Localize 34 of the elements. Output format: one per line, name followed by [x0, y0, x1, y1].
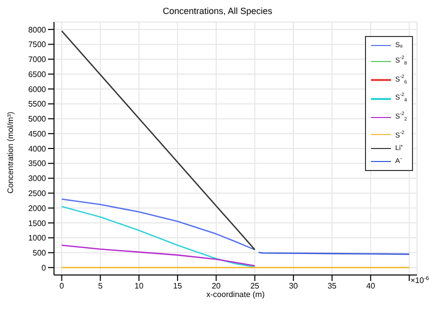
x-tick-label: 40: [366, 282, 376, 291]
x-tick-label: 25: [250, 282, 260, 291]
x-tick-label: 20: [212, 282, 222, 291]
text: ×10$^{-6}$: [410, 276, 429, 285]
x-tick-label: 30: [288, 282, 298, 291]
y-tick-label: 3000: [28, 174, 47, 184]
y-tick-label: 6500: [28, 70, 47, 79]
y-tick-label: 1000: [28, 234, 47, 243]
y-tick-label: 8000: [28, 25, 47, 34]
x-tick-label: 10: [134, 282, 144, 291]
y-tick-label: 1500: [28, 218, 47, 228]
line-series: [61, 244, 256, 266]
x-tick-label: 0: [59, 282, 64, 291]
line-series: [61, 30, 256, 250]
y-tick-label: 5500: [28, 100, 47, 109]
y-tick-label: 3500: [28, 159, 47, 168]
y-tick-label: 0: [42, 263, 47, 272]
line-series: [61, 206, 256, 268]
y-tick-label: 500: [32, 248, 47, 258]
y-tick-label: 2500: [28, 188, 47, 198]
x-axis-title: x-coordinate (m): [206, 290, 265, 299]
y-tick-label: 7500: [28, 40, 47, 50]
line-series: [61, 198, 256, 250]
y-tick-label: 2000: [28, 204, 47, 213]
y-tick-label: 6000: [28, 84, 47, 94]
x-tick-label: 15: [173, 282, 183, 291]
chart-title: Concentrations, All Species: [162, 6, 274, 16]
y-tick-label: 4000: [28, 144, 47, 154]
y-tick-label: 7000: [28, 55, 47, 64]
y-tick-label: 5000: [28, 114, 47, 124]
y-tick-label: 4500: [28, 129, 47, 138]
x-tick-label: 5: [98, 282, 104, 291]
x-tick-label: 35: [328, 282, 338, 291]
y-axis-title: Concentration (mol/m³): [6, 111, 15, 194]
